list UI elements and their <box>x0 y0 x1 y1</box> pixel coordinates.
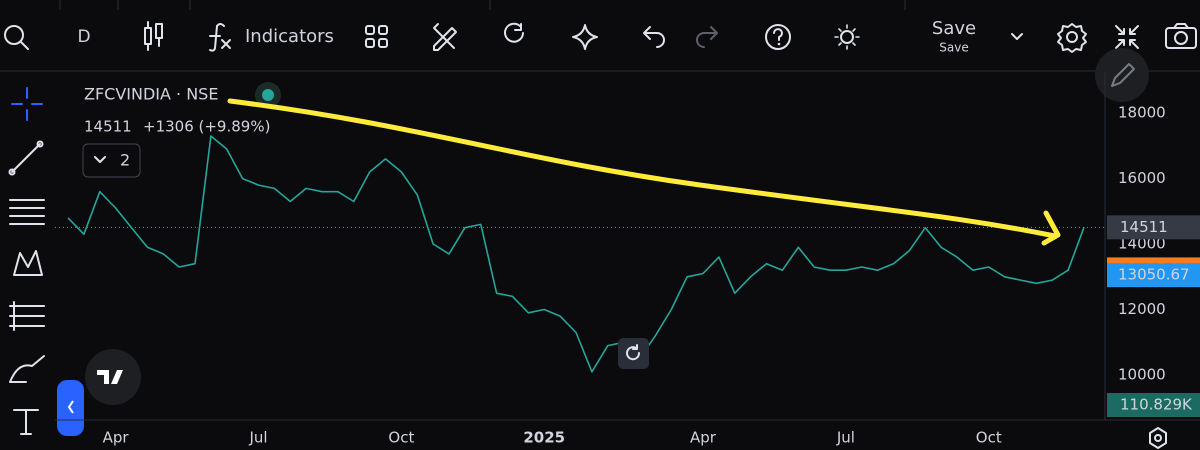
draw-button[interactable] <box>1095 48 1149 102</box>
x-tick-label: 2025 <box>523 429 565 447</box>
prediction-tool[interactable] <box>9 301 45 331</box>
x-tick-label: Apr <box>103 429 130 447</box>
refresh-button[interactable] <box>504 22 524 43</box>
y-tick-label: 12000 <box>1118 300 1166 318</box>
x-tick-label: Jul <box>248 429 267 447</box>
search-button[interactable] <box>4 25 29 50</box>
last-price-box <box>1107 215 1200 240</box>
templates-button[interactable] <box>365 25 388 48</box>
price-change: +1306 (+9.89%) <box>143 118 270 136</box>
market-status-dot <box>262 89 274 101</box>
indicators-button[interactable]: Indicators <box>245 26 334 47</box>
volume-box <box>1107 393 1200 417</box>
settings-button[interactable] <box>1057 23 1087 53</box>
volume-label: 110.829K <box>1120 396 1193 414</box>
logo <box>97 370 123 384</box>
reset-icon <box>626 344 641 361</box>
brush-tool[interactable] <box>9 355 45 383</box>
logo-button[interactable] <box>85 349 141 405</box>
collapse-arrow <box>67 400 74 414</box>
fullscreen-button[interactable] <box>1115 25 1139 49</box>
indicators-icon[interactable] <box>209 23 231 52</box>
indicators-toggle[interactable] <box>82 143 141 178</box>
y-tick-label: 10000 <box>1118 366 1166 384</box>
drawings-button[interactable] <box>433 23 457 51</box>
indicator-value-label: 13050.67 <box>1118 266 1190 284</box>
x-tick-label: Apr <box>690 429 717 447</box>
help-button[interactable] <box>765 24 791 50</box>
text-tool[interactable] <box>13 409 39 435</box>
draw-icon <box>1111 63 1135 87</box>
indicator-value-box <box>1107 263 1200 288</box>
save-menu-button[interactable] <box>1011 33 1023 40</box>
save-status: Save <box>939 41 968 55</box>
legend: ZFCVINDIA · NSE 14511 +1306 (+9.89%) 2 <box>82 82 281 178</box>
undo-button[interactable] <box>643 26 665 48</box>
ai-button[interactable] <box>572 24 598 50</box>
fib-tool[interactable] <box>9 199 45 225</box>
toggle-chevron <box>94 156 106 163</box>
interval-button[interactable]: D <box>77 27 90 47</box>
top-toolbar: D Indicators Save Save <box>0 0 1200 72</box>
x-tick-label: Oct <box>976 429 1002 447</box>
redo-button[interactable] <box>696 26 718 48</box>
crosshair-tool[interactable] <box>11 87 43 121</box>
annotation-trendline <box>227 98 1058 239</box>
trendline-tool[interactable] <box>8 140 44 176</box>
save-button[interactable]: Save <box>932 18 976 39</box>
y-tick-label: 16000 <box>1118 169 1166 187</box>
x-tick-label: Oct <box>388 429 414 447</box>
indicator-count: 2 <box>120 151 130 170</box>
symbol-name: ZFCVINDIA · NSE <box>84 85 218 104</box>
x-tick-label: Jul <box>836 429 855 447</box>
annotation-arrowhead <box>1041 210 1061 246</box>
reset-button[interactable] <box>618 338 649 369</box>
price-line <box>67 135 1085 373</box>
y-tick-label: 18000 <box>1118 104 1166 122</box>
pattern-tool[interactable] <box>13 250 43 276</box>
last-price-label: 14511 <box>1120 218 1168 236</box>
last-price: 14511 <box>84 118 132 136</box>
left-toolbar <box>8 87 84 436</box>
theme-button[interactable] <box>834 24 860 50</box>
scale-settings-button[interactable] <box>1149 427 1167 449</box>
snapshot-button[interactable] <box>1165 23 1197 49</box>
chart-type-button[interactable] <box>144 21 163 51</box>
